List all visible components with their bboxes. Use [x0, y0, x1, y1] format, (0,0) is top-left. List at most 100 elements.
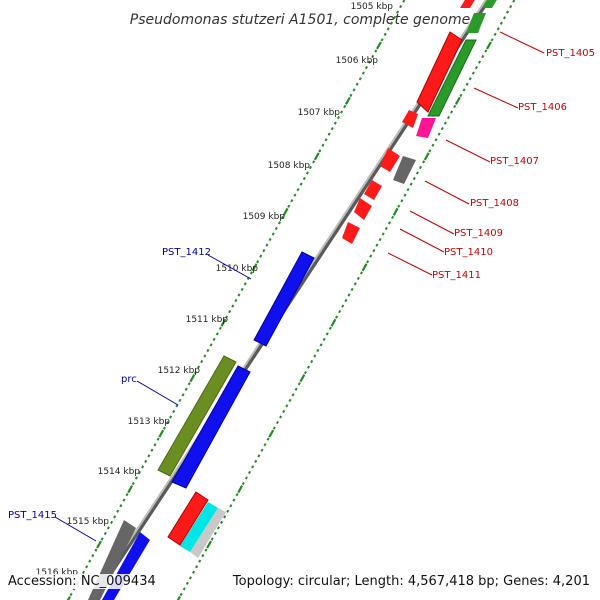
ruler-outer-tick [321, 143, 325, 147]
tick-label-1510: 1510 kbp [216, 264, 259, 274]
ruler-inner-tick [400, 199, 404, 203]
ruler-inner-tick [268, 429, 275, 438]
ruler-outer-tick [259, 254, 263, 258]
ruler-inner-tick [294, 387, 298, 391]
gene-partial-red-top[interactable] [460, 0, 476, 8]
ruler-outer-tick [265, 243, 269, 247]
gene-red-bottom[interactable] [167, 491, 209, 546]
forward-strand-genes [88, 251, 315, 600]
gene-light-gray-bottom[interactable] [190, 508, 226, 558]
ruler-outer-tick [352, 88, 356, 92]
gene-cyan-bottom[interactable] [180, 502, 218, 552]
gene-pst-1406[interactable] [427, 39, 477, 117]
ruler-inner-tick [415, 171, 419, 175]
ruler-inner-tick [450, 110, 454, 114]
gene-label-pst-1406[interactable]: PST_1406 [518, 102, 567, 113]
ruler-outer-tick [193, 371, 197, 375]
ruler-inner-tick [210, 537, 214, 541]
gene-pst-1408[interactable] [380, 148, 400, 172]
ruler-inner-tick [440, 127, 444, 131]
tick-label-1512: 1512 kbp [158, 366, 201, 376]
ruler-outer-tick [94, 548, 98, 552]
ruler-labels: 1505 kbp 1506 kbp 1507 kbp 1508 kbp 1509… [36, 2, 394, 578]
gene-pst-1412[interactable] [253, 251, 315, 347]
ruler-outer-tick [368, 60, 372, 64]
ruler-inner-tick [496, 27, 500, 31]
ruler-inner-tick [447, 115, 450, 120]
ruler-outer-tick [340, 110, 344, 114]
ruler-inner-tick [499, 21, 503, 25]
ruler-inner-tick [291, 393, 295, 397]
ruler-outer-tick [256, 260, 260, 264]
ruler-outer-tick [327, 132, 331, 136]
ruler-outer-tick [305, 171, 309, 175]
ruler-inner-tick [322, 337, 326, 341]
ruler-inner-tick [319, 343, 323, 347]
gene-blue-long[interactable] [171, 365, 251, 489]
ruler-inner-tick [462, 88, 466, 92]
gene-label-prc[interactable]: prc [121, 374, 137, 385]
ruler-inner-tick [248, 470, 251, 475]
ruler-inner-tick [437, 132, 441, 136]
gene-pst-1411[interactable] [342, 222, 360, 244]
ruler-inner-tick [434, 138, 438, 142]
ruler-outer-tick [166, 420, 169, 425]
ruler-inner-tick [335, 315, 339, 319]
ruler-outer-tick [125, 493, 129, 497]
gene-label-pst-1407[interactable]: PST_1407 [490, 156, 539, 167]
ruler-inner-tick [282, 409, 286, 414]
ruler-outer-tick [399, 5, 403, 9]
ruler-inner-tick [344, 298, 348, 303]
gene-label-pst-1405[interactable]: PST_1405 [546, 48, 595, 59]
ruler-outer-tick [88, 559, 92, 563]
ruler-outer-tick [110, 520, 114, 524]
ruler-outer-tick [209, 343, 213, 347]
ruler-inner-tick [279, 415, 283, 419]
ruler-outer-tick [274, 226, 278, 231]
tick-label-1514: 1514 kbp [98, 467, 141, 477]
ruler-inner-tick [325, 332, 329, 336]
ruler-inner-tick [288, 398, 292, 402]
gene-label-pst-1409[interactable]: PST_1409 [454, 228, 503, 239]
ruler-outer-tick [268, 237, 272, 242]
gene-label-pst-1412[interactable]: PST_1412 [162, 247, 211, 258]
ruler-inner-tick [328, 326, 332, 330]
ruler-outer-tick [358, 77, 362, 81]
ruler-inner-tick [419, 165, 422, 170]
ruler-inner-tick [316, 348, 320, 353]
ruler-outer-tick [184, 387, 188, 391]
ruler-outer-tick [69, 592, 73, 597]
gene-label-pst-1411[interactable]: PST_1411 [432, 270, 481, 281]
ruler-inner-tick [387, 221, 391, 225]
gene-label-pst-1415[interactable]: PST_1415 [8, 510, 57, 521]
gene-small-red[interactable] [402, 110, 418, 128]
ruler-inner-tick [397, 204, 401, 208]
ruler-outer-tick [330, 127, 334, 131]
gene-green-small-top[interactable] [466, 13, 486, 33]
ruler-outer-tick [296, 188, 300, 192]
ruler-outer-tick [150, 448, 154, 452]
gene-label-pst-1408[interactable]: PST_1408 [470, 198, 519, 209]
gene-pst-1407[interactable] [416, 118, 436, 138]
gene-pst-1408-gray[interactable] [393, 156, 416, 184]
ruler-inner-tick [176, 595, 181, 600]
ruler-inner-tick [465, 82, 469, 86]
gene-pst-1409[interactable] [364, 180, 382, 200]
gene-pst-1405[interactable] [416, 31, 463, 113]
ruler-outer-tick [220, 318, 227, 327]
ruler-inner-tick [453, 104, 457, 109]
tick-label-1515: 1515 kbp [67, 517, 110, 527]
ruler-inner-tick [226, 509, 230, 513]
ruler-inner-tick [375, 243, 379, 247]
gene-pst-1410[interactable] [354, 198, 372, 220]
ruler-inner-tick [512, 0, 516, 3]
ruler-outer-tick [122, 498, 126, 502]
gene-partial-green-top[interactable] [482, 0, 498, 8]
ruler-outer-tick [206, 348, 210, 353]
gene-label-pst-1410[interactable]: PST_1410 [444, 247, 493, 258]
gene-prc[interactable] [157, 355, 237, 477]
ruler-outer-tick [396, 10, 400, 14]
ruler-outer-tick [343, 104, 347, 109]
ruler-inner-tick [241, 481, 245, 486]
